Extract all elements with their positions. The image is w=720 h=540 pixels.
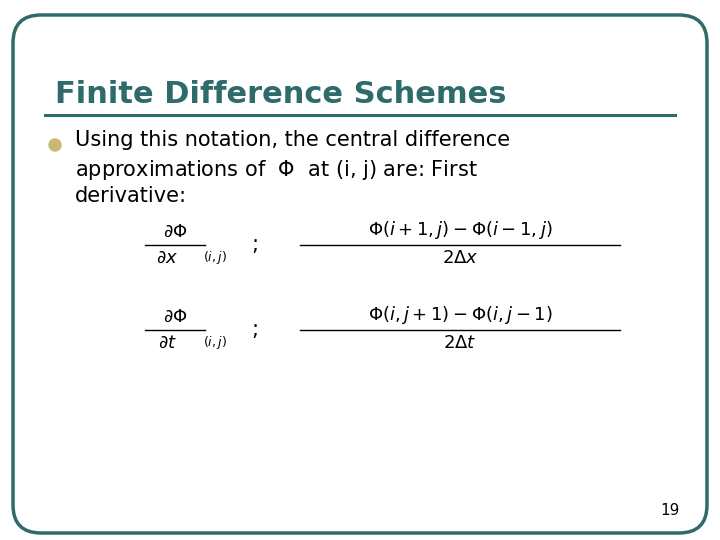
- Text: $\partial\Phi$: $\partial\Phi$: [163, 308, 187, 326]
- Text: derivative:: derivative:: [75, 186, 187, 206]
- Text: $\Phi(i+1,j)-\Phi(i-1,j)$: $\Phi(i+1,j)-\Phi(i-1,j)$: [368, 219, 552, 241]
- Text: $(i,j)$: $(i,j)$: [203, 334, 227, 351]
- Text: Using this notation, the central difference: Using this notation, the central differe…: [75, 130, 510, 150]
- Text: 19: 19: [661, 503, 680, 518]
- Text: $\partial x$: $\partial x$: [156, 249, 178, 267]
- Text: $(i,j)$: $(i,j)$: [203, 249, 227, 266]
- Text: ;: ;: [251, 320, 258, 340]
- FancyBboxPatch shape: [13, 15, 707, 533]
- Text: $2\Delta x$: $2\Delta x$: [441, 249, 478, 267]
- Text: $\partial\Phi$: $\partial\Phi$: [163, 223, 187, 241]
- Text: ;: ;: [251, 235, 258, 255]
- Text: $\Phi(i,j+1)-\Phi(i,j-1)$: $\Phi(i,j+1)-\Phi(i,j-1)$: [368, 304, 552, 326]
- Text: $2\Delta t$: $2\Delta t$: [444, 334, 477, 352]
- Text: Finite Difference Schemes: Finite Difference Schemes: [55, 80, 506, 109]
- Circle shape: [49, 139, 61, 151]
- Text: approximations of  $\Phi$  at (i, j) are: First: approximations of $\Phi$ at (i, j) are: …: [75, 158, 477, 182]
- Text: $\partial t$: $\partial t$: [158, 334, 176, 352]
